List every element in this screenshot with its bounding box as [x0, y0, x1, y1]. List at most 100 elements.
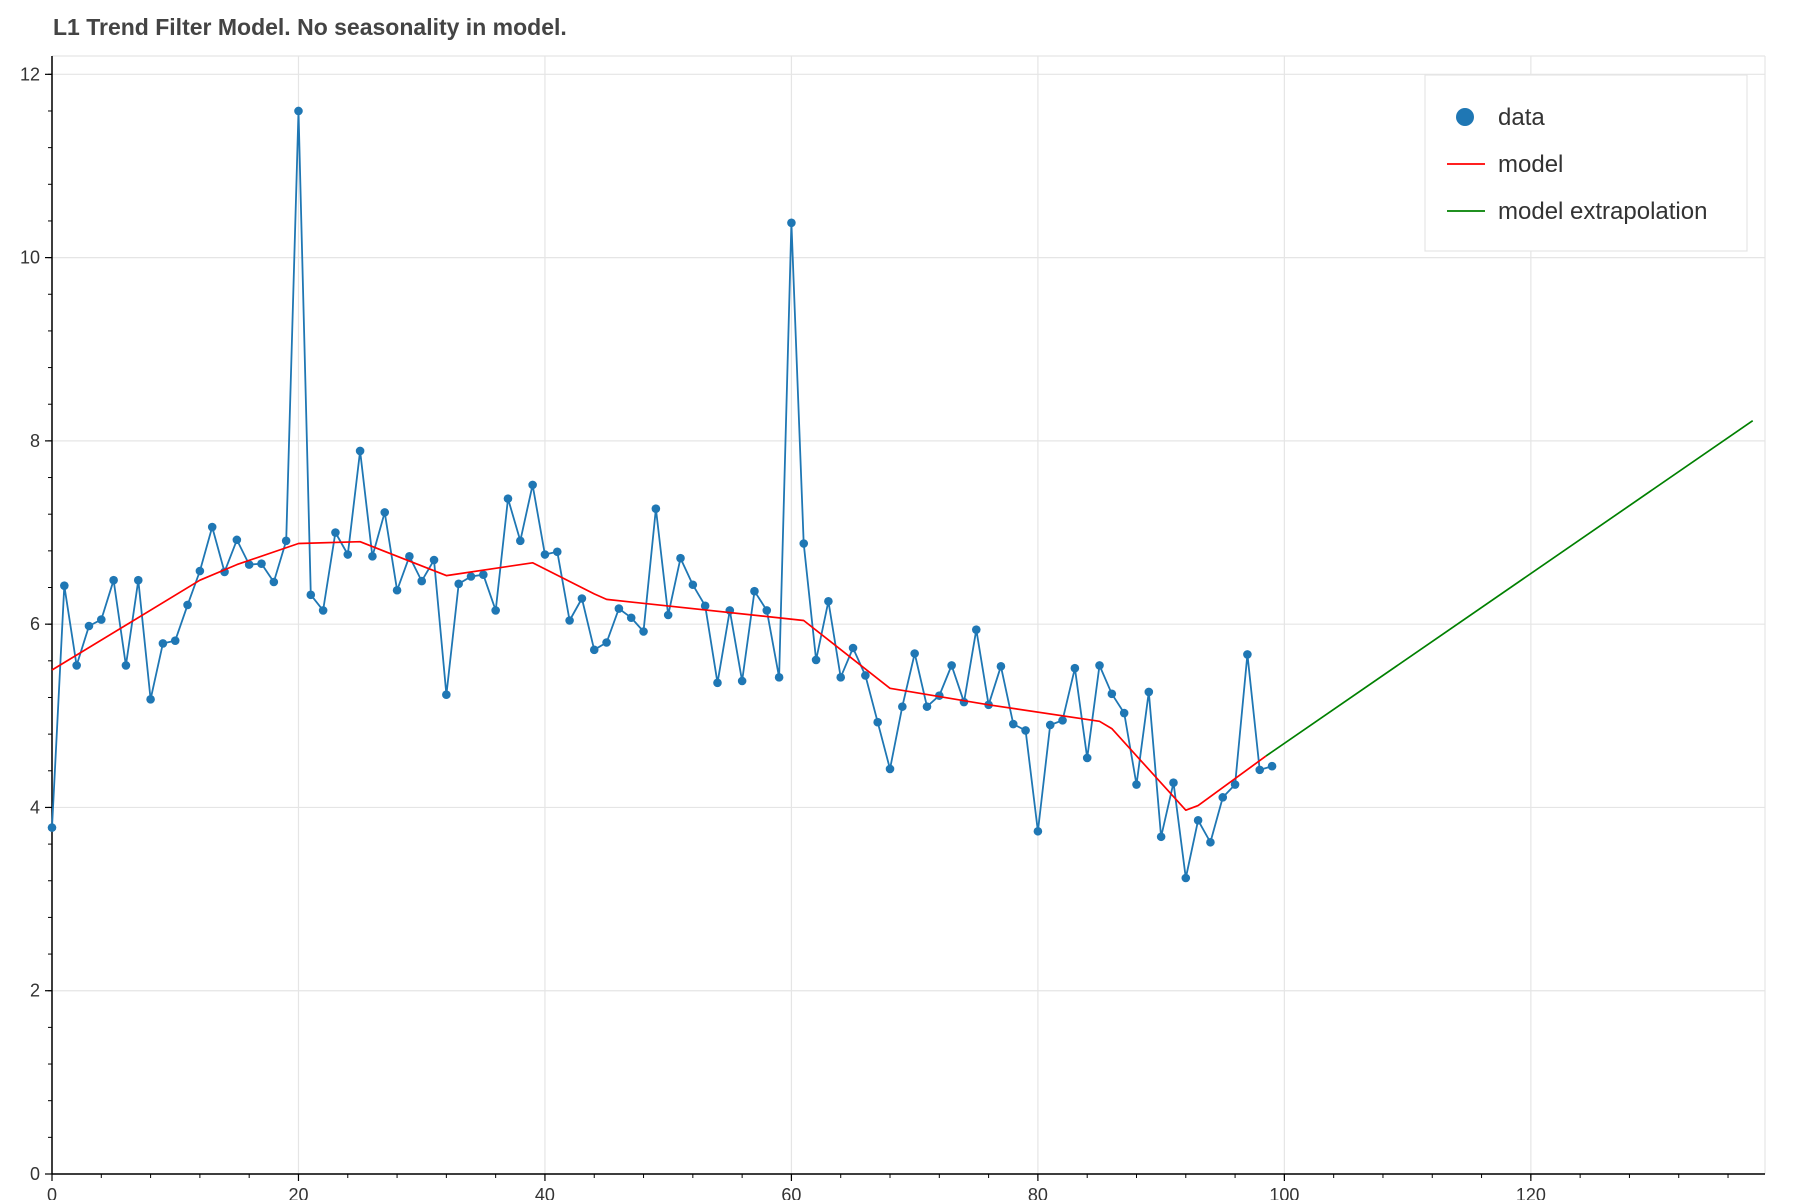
data-point [1206, 837, 1215, 847]
data-point [405, 552, 414, 561]
data-point [96, 615, 106, 624]
y-tick-label: 0 [30, 1164, 40, 1184]
data-point [491, 606, 500, 615]
legend-label: data [1498, 104, 1545, 131]
y-tick-label: 2 [30, 981, 40, 1001]
data-point [516, 536, 525, 546]
data-point [368, 552, 377, 561]
data-point [787, 218, 796, 228]
data-point [885, 764, 895, 774]
data-point [848, 643, 858, 653]
data-point [195, 566, 205, 576]
data-point [355, 446, 365, 456]
data-point [503, 494, 513, 503]
data-point [343, 550, 353, 559]
data-point [663, 610, 673, 620]
data-point [1095, 661, 1104, 670]
data-point [1169, 778, 1178, 787]
y-tick-label: 4 [30, 797, 40, 817]
data-point [577, 594, 587, 603]
legend-marker-data [1456, 108, 1474, 126]
series-line-data [51, 110, 1273, 879]
data-point [1082, 753, 1092, 763]
data-point [244, 560, 254, 569]
data-point [183, 600, 192, 610]
data-point [1107, 689, 1117, 699]
data-point [713, 678, 722, 688]
x-tick-label: 20 [288, 1185, 308, 1200]
data-point [836, 673, 846, 682]
data-point [109, 575, 118, 585]
data-point [442, 690, 451, 700]
data-point [861, 671, 870, 680]
data-point [318, 606, 328, 615]
data-point [158, 639, 168, 648]
data-point [528, 480, 537, 490]
data-point [170, 636, 180, 645]
data-point [824, 596, 833, 606]
chart-title: L1 Trend Filter Model. No seasonality in… [53, 14, 567, 40]
legend-box [1424, 74, 1748, 252]
data-point [762, 606, 772, 615]
x-tick-label: 80 [1028, 1185, 1048, 1200]
data-point [1230, 780, 1240, 789]
data-point [1243, 650, 1252, 659]
data-point [146, 695, 155, 704]
data-point [922, 702, 932, 711]
data-point [1144, 687, 1154, 697]
data-point [589, 645, 599, 655]
data-point [947, 661, 956, 670]
data-point [380, 508, 390, 517]
data-point [1008, 719, 1018, 729]
data-point [898, 702, 907, 711]
data-point [417, 576, 427, 586]
data-point [281, 536, 291, 546]
x-tick-label: 60 [781, 1185, 801, 1200]
data-point [257, 559, 266, 568]
data-point [700, 601, 710, 611]
data-point [688, 580, 698, 590]
data-point [306, 590, 316, 600]
legend-label: model extrapolation [1498, 198, 1707, 225]
data-point [1267, 761, 1277, 771]
data-point [602, 638, 611, 647]
data-point [737, 676, 747, 686]
series-line-model [51, 540, 1267, 812]
y-tick-label: 12 [20, 64, 40, 84]
data-point [873, 717, 882, 727]
y-tick-label: 8 [30, 431, 40, 451]
data-point [971, 625, 981, 634]
legend-label: model [1498, 151, 1563, 178]
data-point [910, 649, 919, 658]
data-point [540, 550, 550, 559]
data-point [1193, 815, 1203, 825]
data-point [1058, 716, 1067, 725]
data-point [774, 673, 784, 682]
data-point [1119, 708, 1129, 718]
data-point [651, 504, 661, 513]
data-point [269, 577, 279, 587]
y-tick-label: 10 [20, 248, 40, 268]
data-point [1218, 793, 1228, 802]
data-point [84, 621, 94, 631]
data-point [232, 535, 242, 545]
data-point [392, 585, 402, 595]
series-layer [47, 106, 1754, 883]
data-point [133, 575, 143, 585]
data-point [1033, 826, 1043, 836]
data-point [454, 579, 463, 589]
data-point [121, 661, 131, 670]
data-point [294, 106, 303, 116]
data-point [614, 604, 624, 613]
data-point [935, 691, 944, 700]
y-tick-label: 6 [30, 614, 40, 634]
data-point [479, 570, 488, 579]
data-point [60, 581, 69, 590]
data-point [47, 823, 57, 832]
data-point [72, 661, 81, 670]
series-line-model-extrapolation [1265, 420, 1754, 757]
data-point [626, 613, 636, 623]
data-point [811, 655, 821, 665]
